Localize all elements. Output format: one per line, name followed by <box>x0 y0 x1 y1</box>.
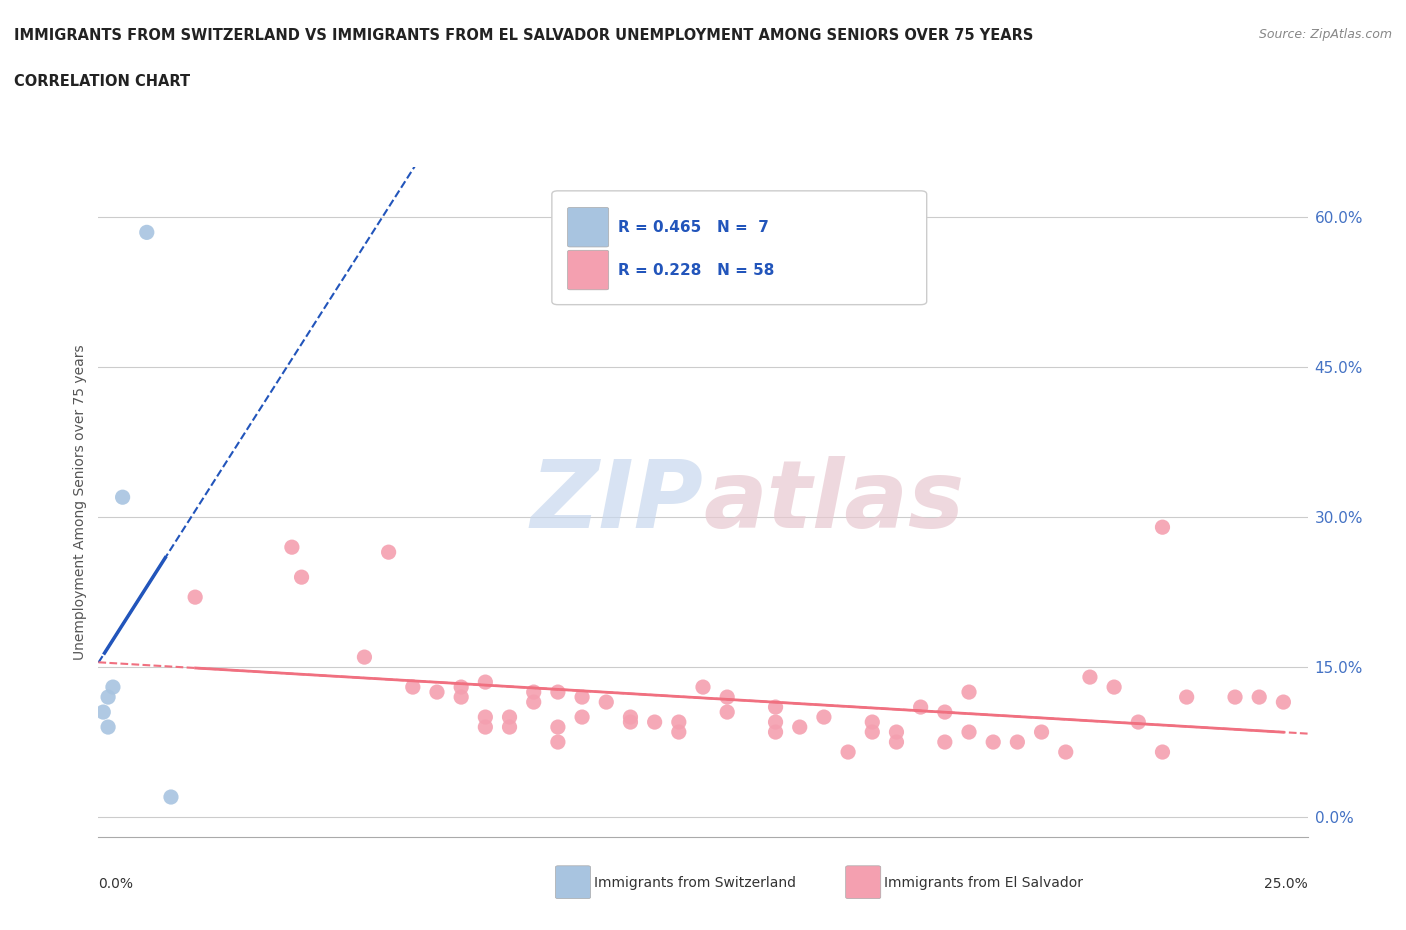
Point <box>523 695 546 710</box>
Point <box>571 690 593 705</box>
Point <box>644 714 666 729</box>
Point <box>571 710 593 724</box>
Point <box>97 690 120 705</box>
Point <box>523 684 546 699</box>
Point <box>1249 690 1271 705</box>
Text: R = 0.465   N =  7: R = 0.465 N = 7 <box>619 219 769 234</box>
Point <box>450 680 472 695</box>
Text: atlas: atlas <box>703 457 965 548</box>
Point <box>101 680 124 695</box>
Point <box>547 720 569 735</box>
Point <box>377 545 399 560</box>
Point <box>668 724 690 739</box>
Point <box>474 674 496 689</box>
Point <box>910 699 932 714</box>
Text: CORRELATION CHART: CORRELATION CHART <box>14 74 190 89</box>
Point <box>1007 735 1029 750</box>
Point <box>426 684 449 699</box>
Point <box>789 720 811 735</box>
Point <box>934 735 956 750</box>
Text: Source: ZipAtlas.com: Source: ZipAtlas.com <box>1258 28 1392 41</box>
Point <box>619 710 641 724</box>
Point <box>474 720 496 735</box>
Point <box>402 680 425 695</box>
Point <box>97 720 120 735</box>
Point <box>860 714 883 729</box>
Point <box>184 590 207 604</box>
Point <box>290 570 312 585</box>
Point <box>765 699 787 714</box>
Text: Immigrants from El Salvador: Immigrants from El Salvador <box>884 875 1084 889</box>
Point <box>160 790 183 804</box>
FancyBboxPatch shape <box>568 207 609 247</box>
Point <box>765 714 787 729</box>
FancyBboxPatch shape <box>845 866 880 898</box>
Point <box>1223 690 1246 705</box>
Point <box>547 735 569 750</box>
Point <box>547 684 569 699</box>
Point <box>957 684 980 699</box>
Point <box>281 539 304 554</box>
Point <box>692 680 714 695</box>
Point <box>957 724 980 739</box>
Point <box>1175 690 1198 705</box>
Point <box>716 690 738 705</box>
Point <box>474 710 496 724</box>
Point <box>353 650 375 665</box>
Point <box>860 724 883 739</box>
Point <box>886 724 908 739</box>
Point <box>111 490 134 505</box>
Point <box>1272 695 1295 710</box>
Y-axis label: Unemployment Among Seniors over 75 years: Unemployment Among Seniors over 75 years <box>73 344 87 660</box>
Point <box>619 714 641 729</box>
FancyBboxPatch shape <box>551 191 927 305</box>
Point <box>1102 680 1125 695</box>
Point <box>595 695 617 710</box>
Point <box>498 720 520 735</box>
Point <box>1152 745 1174 760</box>
Point <box>1054 745 1077 760</box>
Point <box>886 735 908 750</box>
Point <box>716 705 738 720</box>
Point <box>765 724 787 739</box>
FancyBboxPatch shape <box>568 250 609 290</box>
FancyBboxPatch shape <box>555 866 591 898</box>
Point <box>1031 724 1053 739</box>
Text: R = 0.228   N = 58: R = 0.228 N = 58 <box>619 262 775 277</box>
Point <box>1078 670 1101 684</box>
Point <box>934 705 956 720</box>
Text: Immigrants from Switzerland: Immigrants from Switzerland <box>595 875 796 889</box>
Text: IMMIGRANTS FROM SWITZERLAND VS IMMIGRANTS FROM EL SALVADOR UNEMPLOYMENT AMONG SE: IMMIGRANTS FROM SWITZERLAND VS IMMIGRANT… <box>14 28 1033 43</box>
Point <box>813 710 835 724</box>
Point <box>450 690 472 705</box>
Point <box>668 714 690 729</box>
Text: 25.0%: 25.0% <box>1264 877 1308 891</box>
Text: 0.0%: 0.0% <box>98 877 134 891</box>
Point <box>981 735 1004 750</box>
Point <box>498 710 520 724</box>
Point <box>837 745 859 760</box>
Point <box>91 705 114 720</box>
Point <box>135 225 157 240</box>
Point <box>1128 714 1150 729</box>
Point <box>1152 520 1174 535</box>
Text: ZIP: ZIP <box>530 457 703 548</box>
